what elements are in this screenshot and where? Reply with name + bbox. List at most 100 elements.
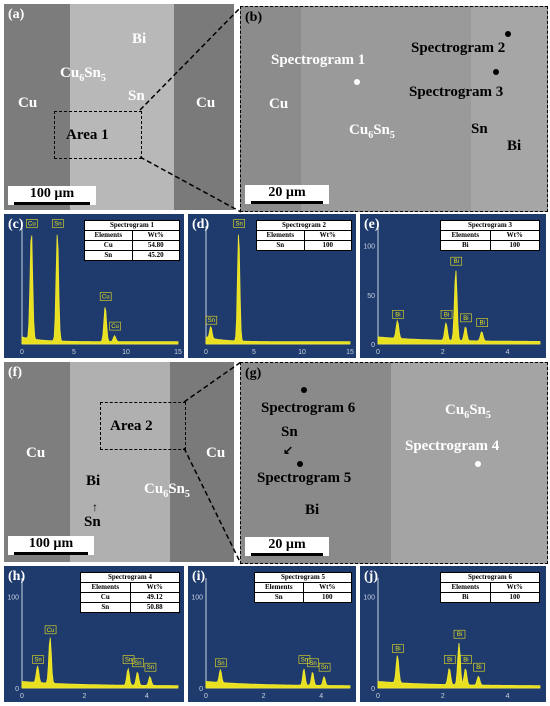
panel-label-c: (c) [8, 217, 24, 232]
y-tick-label: 0 [199, 686, 203, 693]
eds-table-i: Spectrogram 5 Elements Wt% Sn 100 [254, 572, 352, 603]
eds-panel-d: 0 5 10 15 Sn Sn (d) Spectrogram 2 Elements Wt%… [188, 214, 356, 358]
table-row: Cu 49.12 [81, 593, 179, 603]
eds-table-e: Spectrogram 3 Elements Wt% Bi 100 [440, 220, 540, 251]
spec2-marker [505, 31, 511, 37]
panel-label-j: (j) [364, 569, 378, 584]
svg-text:Cu: Cu [111, 324, 119, 330]
label-bi: Bi [132, 31, 147, 47]
x-tick-label: 15 [346, 349, 354, 356]
peak-label: Bi [450, 256, 463, 266]
spectrum-area [377, 270, 541, 345]
table-header: Elements Wt% [257, 231, 351, 241]
y-tick-label: 100 [363, 244, 375, 251]
eds-table-h: Spectrogram 4 Elements Wt% Cu 49.12 Sn 50.8… [80, 572, 180, 613]
table-header: Elements Wt% [255, 583, 351, 593]
spectrum-area [377, 642, 541, 689]
eds-panel-e: 0 2 4 0 50 100 Bi Bi Bi Bi Bi (e) Spectrogram 3 El… [360, 214, 546, 358]
x-tick-label: 10 [298, 349, 306, 356]
svg-text:Sn: Sn [34, 658, 41, 664]
label-sn: Sn [128, 88, 145, 104]
scale-bar-g: 20 µm [245, 537, 329, 556]
eutectic-region [241, 363, 391, 563]
x-tick-label: 0 [204, 349, 208, 356]
x-tick-label: 0 [20, 693, 24, 700]
x-tick-label: 4 [145, 693, 149, 700]
spectrum-area [21, 637, 179, 689]
svg-text:Sn: Sn [125, 658, 132, 664]
x-tick-label: 2 [262, 693, 266, 700]
svg-text:Bi: Bi [463, 316, 468, 322]
x-tick-label: 2 [441, 693, 445, 700]
cu-left-region [4, 4, 70, 210]
svg-text:Sn: Sn [134, 661, 141, 667]
panel-b-sem: (b) Spectrogram 1 Spectrogram 2 Spectrog… [240, 6, 548, 212]
table-row: Bi 100 [441, 593, 539, 602]
spectrum-area [21, 234, 179, 345]
y-tick-label: 100 [363, 594, 375, 601]
solder-region [70, 4, 174, 210]
peak-label: Bi [392, 310, 404, 319]
svg-text:Bi: Bi [463, 658, 468, 664]
x-tick-label: 10 [122, 349, 130, 356]
table-title: Spectrogram 3 [441, 221, 539, 231]
panel-label-g: (g) [245, 366, 262, 381]
svg-text:Bi: Bi [457, 632, 462, 638]
label-bi: Bi [86, 473, 101, 489]
svg-text:Sn: Sn [54, 221, 61, 227]
svg-text:Cu: Cu [47, 628, 55, 634]
table-header: Elements Wt% [85, 231, 179, 241]
cu-right-region [174, 4, 234, 210]
y-tick-label: 0 [371, 342, 375, 349]
svg-text:Sn: Sn [147, 665, 154, 671]
label-spec6: Spectrogram 6 [261, 400, 356, 416]
eds-panel-c: 0 5 10 15 Cu Sn Cu Cu (c) Spectrogram 1 Element… [4, 214, 184, 358]
table-title: Spectrogram 2 [257, 221, 351, 231]
y-tick-label: 50 [367, 293, 375, 300]
label-bi: Bi [507, 138, 522, 154]
eds-table-c: Spectrogram 1 Elements Wt% Cu 54.80 Sn 45.2… [84, 220, 180, 261]
eds-chart-d: 0 5 10 15 Sn Sn [204, 219, 354, 356]
label-cu6sn5: Cu6Sn5 [60, 65, 106, 85]
peak-label: Bi [476, 318, 488, 327]
spec3-marker [493, 69, 499, 75]
y-tick-label: 0 [371, 686, 375, 693]
area-2-box [100, 402, 186, 450]
spec4-marker [475, 461, 481, 467]
label-spec1: Spectrogram 1 [271, 52, 366, 68]
peak-label: Sn [215, 658, 227, 668]
table-title: Spectrogram 5 [255, 573, 351, 583]
spectrum-area [205, 668, 351, 689]
svg-text:Bi: Bi [480, 321, 485, 327]
eds-panel-i: 0 2 4 0 100 Sn Sn Sn Sn (i) Spectrogram 5 Elemen… [188, 566, 356, 702]
label-cu6sn5: Cu6Sn5 [144, 481, 190, 501]
peak-label: Cu [44, 625, 57, 635]
peak-label: Bi [473, 662, 485, 672]
label-sn: Sn [84, 514, 101, 530]
panel-label-a: (a) [8, 7, 25, 22]
zoom-lines-a-b [139, 6, 242, 213]
y-tick-label: 0 [15, 686, 19, 693]
eds-chart-e: 0 2 4 0 50 100 Bi Bi Bi Bi Bi [363, 226, 541, 356]
eds-table-d: Spectrogram 2 Elements Wt% Sn 100 [256, 220, 352, 251]
x-tick-label: 5 [72, 349, 76, 356]
panel-label-i: (i) [192, 569, 206, 584]
peak-label: Bi [460, 655, 472, 664]
svg-text:Bi: Bi [444, 312, 449, 318]
peak-label: Sn [132, 658, 144, 668]
peak-label: Sn [318, 662, 331, 672]
peak-label: Sn [307, 658, 319, 668]
panel-label-e: (e) [364, 217, 380, 232]
table-header: Elements Wt% [441, 583, 539, 593]
table-row: Sn 45.20 [85, 251, 179, 260]
y-tick-label: 100 [191, 594, 203, 601]
peak-label: Sn [144, 662, 157, 672]
table-row: Bi 100 [441, 241, 539, 250]
x-tick-label: 15 [174, 349, 182, 356]
peak-label: Sn [52, 219, 64, 228]
spec5-marker [297, 461, 303, 467]
arrow-icon: ↙ [283, 443, 294, 457]
scale-bar-f: 100 µm [8, 536, 94, 555]
svg-text:Sn: Sn [309, 661, 316, 667]
area-2-label: Area 2 [110, 418, 153, 434]
